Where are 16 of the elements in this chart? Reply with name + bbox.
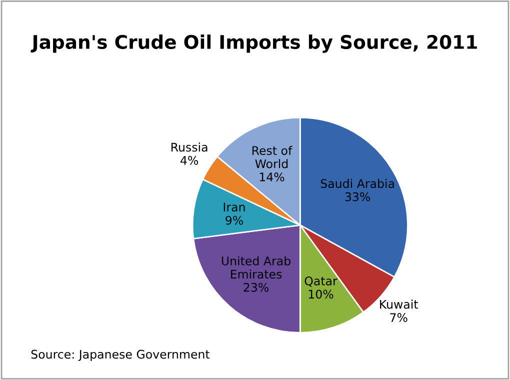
- data-label: 10%: [308, 290, 334, 299]
- slice-label: United Arab Emirates: [222, 256, 290, 279]
- data-label: 23%: [244, 282, 268, 292]
- slice-label: Qatar: [304, 276, 338, 287]
- slice-label: Russia: [171, 142, 208, 152]
- slice-label: Iran: [224, 202, 245, 212]
- data-label: 7%: [390, 313, 408, 322]
- slice-label: Saudi Arabia: [320, 178, 394, 188]
- chart-title: Japan's Crude Oil Imports by Source, 2011: [30, 34, 477, 53]
- data-label: 9%: [226, 216, 243, 225]
- source-note: Source: Japanese Government: [31, 350, 210, 362]
- slice-label: Kuwait: [380, 300, 418, 309]
- slice-label: Rest of World: [252, 146, 292, 168]
- data-label: 14%: [260, 172, 284, 182]
- data-label: 4%: [180, 156, 198, 165]
- data-label: 33%: [345, 192, 370, 202]
